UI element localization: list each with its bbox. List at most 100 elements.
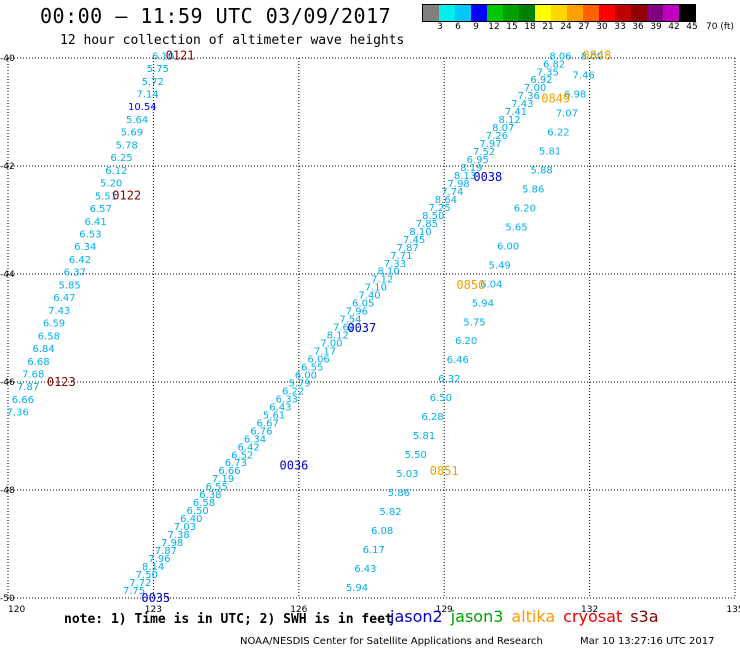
swh-value: 8.14 [142, 562, 164, 573]
x-tick-label: 132 [581, 605, 598, 615]
pass-time-label: 0849 [541, 92, 570, 106]
x-tick-label: 135 [726, 605, 740, 615]
swh-value: 7.68 [22, 370, 44, 381]
swh-value: 5.20 [100, 179, 122, 190]
swh-value: 6.38 [199, 490, 221, 501]
legend-cryosat: cryosat [563, 607, 623, 626]
swh-value: 6.67 [257, 418, 279, 429]
swh-value: 7.33 [384, 259, 406, 270]
swh-value: 6.34 [74, 242, 96, 253]
swh-value: 7.52 [473, 147, 495, 158]
swh-value: 7.43 [511, 99, 533, 110]
swh-value: 7.19 [212, 474, 234, 485]
pass-time-label: 0035 [141, 591, 170, 605]
swh-value: 7.50 [136, 570, 158, 581]
swh-value: 5.65 [505, 222, 527, 233]
swh-value: 6.68 [27, 357, 49, 368]
swh-colorbar [422, 4, 696, 22]
swh-value: 5.51 [95, 191, 117, 202]
swh-value: 8.07 [492, 123, 514, 134]
swh-value: 7.25 [428, 203, 450, 214]
swh-value: 5.78 [116, 140, 138, 151]
footer-timestamp: Mar 10 13:27:16 UTC 2017 [580, 636, 715, 647]
swh-value: 8.13 [454, 171, 476, 182]
swh-value: 7.71 [390, 251, 412, 262]
colorbar-label: 45 [686, 22, 698, 32]
swh-value: 6.37 [64, 268, 86, 279]
colorbar-swatch [679, 5, 695, 21]
y-tick-label: -50 [0, 594, 15, 604]
swh-value: 6.73 [225, 458, 247, 469]
swh-value: 6.32 [438, 374, 460, 385]
pass-time-label: 0036 [280, 459, 309, 473]
swh-value: 7.87 [155, 546, 177, 557]
swh-value: 6.50 [430, 393, 452, 404]
colorbar-swatch [567, 5, 583, 21]
colorbar-swatch [439, 5, 455, 21]
page-subtitle: 12 hour collection of altimeter wave hei… [60, 33, 405, 48]
colorbar-swatch [599, 5, 615, 21]
swh-value: 8.10 [409, 227, 431, 238]
swh-value: 5.81 [539, 146, 561, 157]
swh-value: 7.97 [479, 139, 501, 150]
swh-value: 6.55 [206, 482, 228, 493]
swh-value: 6.20 [514, 203, 536, 214]
x-tick-label: 120 [8, 605, 25, 615]
colorbar-label: 9 [473, 22, 479, 32]
x-tick-label: 123 [145, 605, 162, 615]
y-tick-label: -42 [0, 162, 15, 172]
colorbar-label: 3 [437, 22, 443, 32]
colorbar-swatch [519, 5, 535, 21]
swh-value: 7.41 [505, 107, 527, 118]
swh-value: 5.61 [263, 410, 285, 421]
swh-value: 6.42 [69, 255, 91, 266]
swh-value: 10.54 [128, 102, 157, 113]
swh-value: 6.76 [250, 426, 272, 437]
colorbar-swatch [631, 5, 647, 21]
colorbar-label: 27 [578, 22, 590, 32]
swh-value: 5.69 [121, 128, 143, 139]
colorbar-swatch [487, 5, 503, 21]
swh-value: 6.17 [363, 545, 385, 556]
swh-value: 7.43 [48, 306, 70, 317]
swh-value: 7.38 [167, 530, 189, 541]
swh-value: 7.00 [320, 339, 342, 350]
swh-value: 7.74 [441, 187, 463, 198]
pass-time-label: 0122 [112, 189, 141, 203]
swh-value: 6.20 [455, 336, 477, 347]
colorbar-swatch [647, 5, 663, 21]
swh-value: 6.59 [43, 319, 65, 330]
swh-value: 6.05 [352, 299, 374, 310]
colorbar-label: 39 [650, 22, 662, 32]
colorbar-swatch [583, 5, 599, 21]
swh-value: 6.43 [354, 564, 376, 575]
swh-value: 5.75 [147, 64, 169, 75]
colorbar-label: 36 [632, 22, 644, 32]
y-tick-label: -48 [0, 486, 15, 496]
swh-value: 5.72 [142, 77, 164, 88]
colorbar-label: 6 [455, 22, 461, 32]
colorbar-swatch [551, 5, 567, 21]
swh-value: 5.49 [489, 260, 511, 271]
swh-value: 6.84 [33, 344, 55, 355]
swh-value: 6.98 [564, 89, 586, 100]
swh-value: 6.66 [218, 466, 240, 477]
pass-time-label: 0123 [47, 375, 76, 389]
pass-time-label: 0848 [582, 48, 611, 62]
swh-value: 5.86 [522, 184, 544, 195]
swh-value: 5.03 [396, 469, 418, 480]
swh-value: 5.81 [413, 431, 435, 442]
swh-value: 5.79 [288, 378, 310, 389]
swh-value: 6.34 [244, 434, 266, 445]
swh-value: 7.36 [518, 91, 540, 102]
pass-time-label: 0038 [473, 170, 502, 184]
swh-value: 7.40 [358, 291, 380, 302]
swh-value: 7.96 [148, 554, 170, 565]
swh-value: 6.43 [269, 402, 291, 413]
units-note: note: 1) Time is in UTC; 2) SWH is in fe… [64, 612, 393, 627]
swh-value: 7.98 [448, 179, 470, 190]
swh-value: 6.28 [421, 412, 443, 423]
swh-value: 7.10 [365, 283, 387, 294]
swh-value: 6.66 [12, 395, 34, 406]
